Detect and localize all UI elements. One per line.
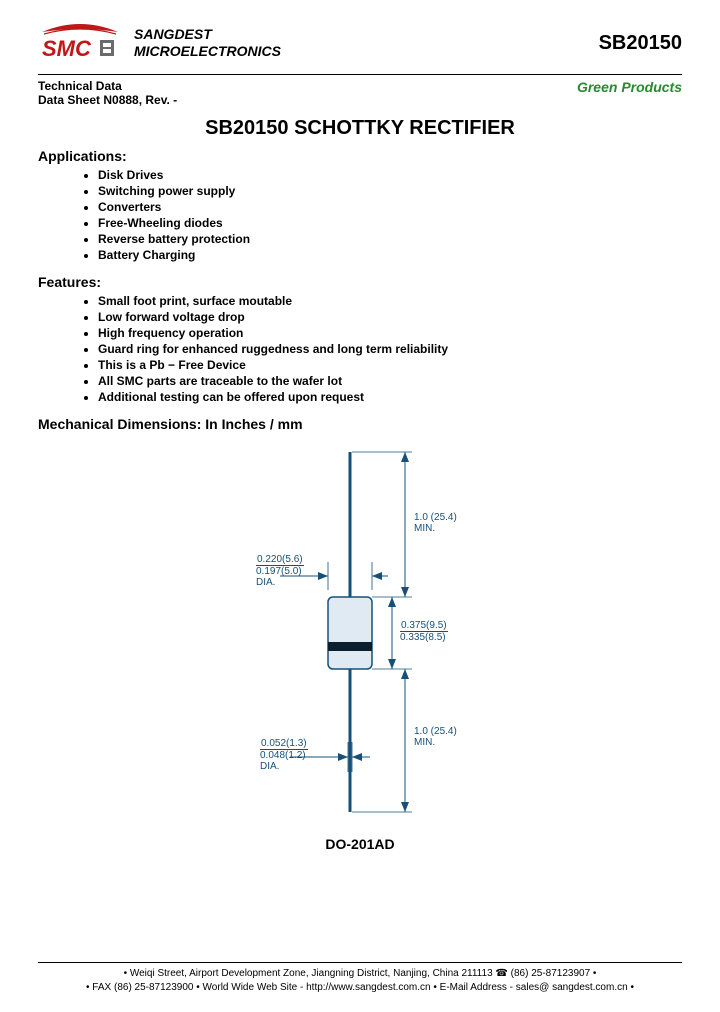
company-line1: SANGDEST xyxy=(134,26,281,44)
tech-line2: Data Sheet N0888, Rev. - xyxy=(38,93,177,107)
company-logo: SMC xyxy=(38,20,122,66)
diagram-container: 1.0 (25.4) MIN. 0.375(9.5) 0.335(8.5) 1.… xyxy=(38,442,682,822)
dim-lead-bot: 1.0 (25.4) MIN. xyxy=(414,726,457,748)
list-item: All SMC parts are traceable to the wafer… xyxy=(98,374,682,388)
list-item: Guard ring for enhanced ruggedness and l… xyxy=(98,342,682,356)
package-diagram: 1.0 (25.4) MIN. 0.375(9.5) 0.335(8.5) 1.… xyxy=(200,442,520,822)
header-rule xyxy=(38,74,682,75)
company-name: SANGDEST MICROELECTRONICS xyxy=(134,26,281,61)
dim-lead-dia: 0.052(1.3) 0.048(1.2) DIA. xyxy=(260,738,308,772)
logo-block: SMC SANGDEST MICROELECTRONICS xyxy=(38,20,281,66)
features-heading: Features: xyxy=(38,274,682,290)
dim-suffix: DIA. xyxy=(256,577,275,588)
dim-top: 0.220(5.6) xyxy=(256,554,304,566)
applications-heading: Applications: xyxy=(38,148,682,164)
list-item: Disk Drives xyxy=(98,168,682,182)
list-item: Additional testing can be offered upon r… xyxy=(98,390,682,404)
dim-body-length: 0.375(9.5) 0.335(8.5) xyxy=(400,620,448,643)
footer-line2: • FAX (86) 25-87123900 • World Wide Web … xyxy=(38,981,682,995)
list-item: Switching power supply xyxy=(98,184,682,198)
part-number: SB20150 xyxy=(599,32,682,55)
dim-bot: 0.335(8.5) xyxy=(400,632,446,643)
svg-text:SMC: SMC xyxy=(42,36,92,61)
subheader: Technical Data Data Sheet N0888, Rev. - … xyxy=(38,79,682,107)
dim-value: 1.0 (25.4) xyxy=(414,512,457,523)
header: SMC SANGDEST MICROELECTRONICS SB20150 xyxy=(38,20,682,72)
applications-list: Disk Drives Switching power supply Conve… xyxy=(98,168,682,262)
footer-line1: • Weiqi Street, Airport Development Zone… xyxy=(38,967,682,981)
tech-line1: Technical Data xyxy=(38,79,177,93)
green-products-label: Green Products xyxy=(577,79,682,107)
list-item: This is a Pb − Free Device xyxy=(98,358,682,372)
technical-data-block: Technical Data Data Sheet N0888, Rev. - xyxy=(38,79,177,107)
list-item: Small foot print, surface moutable xyxy=(98,294,682,308)
package-label: DO-201AD xyxy=(38,836,682,852)
list-item: Free-Wheeling diodes xyxy=(98,216,682,230)
dim-suffix: MIN. xyxy=(414,523,457,534)
features-list: Small foot print, surface moutable Low f… xyxy=(98,294,682,404)
dim-suffix: MIN. xyxy=(414,737,457,748)
list-item: Low forward voltage drop xyxy=(98,310,682,324)
footer-text: • Weiqi Street, Airport Development Zone… xyxy=(38,967,682,994)
dim-bot: 0.197(5.0) xyxy=(256,566,302,577)
mechanical-heading: Mechanical Dimensions: In Inches / mm xyxy=(38,416,682,432)
dim-top: 0.052(1.3) xyxy=(260,738,308,750)
footer-rule xyxy=(38,962,682,963)
dim-value: 1.0 (25.4) xyxy=(414,726,457,737)
list-item: Reverse battery protection xyxy=(98,232,682,246)
page-title: SB20150 SCHOTTKY RECTIFIER xyxy=(38,117,682,140)
footer: • Weiqi Street, Airport Development Zone… xyxy=(38,962,682,994)
dim-lead-top: 1.0 (25.4) MIN. xyxy=(414,512,457,534)
company-line2: MICROELECTRONICS xyxy=(134,43,281,61)
dim-top: 0.375(9.5) xyxy=(400,620,448,632)
list-item: Battery Charging xyxy=(98,248,682,262)
dim-suffix: DIA. xyxy=(260,761,279,772)
list-item: High frequency operation xyxy=(98,326,682,340)
dim-body-dia: 0.220(5.6) 0.197(5.0) DIA. xyxy=(256,554,304,588)
dim-bot: 0.048(1.2) xyxy=(260,750,306,761)
list-item: Converters xyxy=(98,200,682,214)
